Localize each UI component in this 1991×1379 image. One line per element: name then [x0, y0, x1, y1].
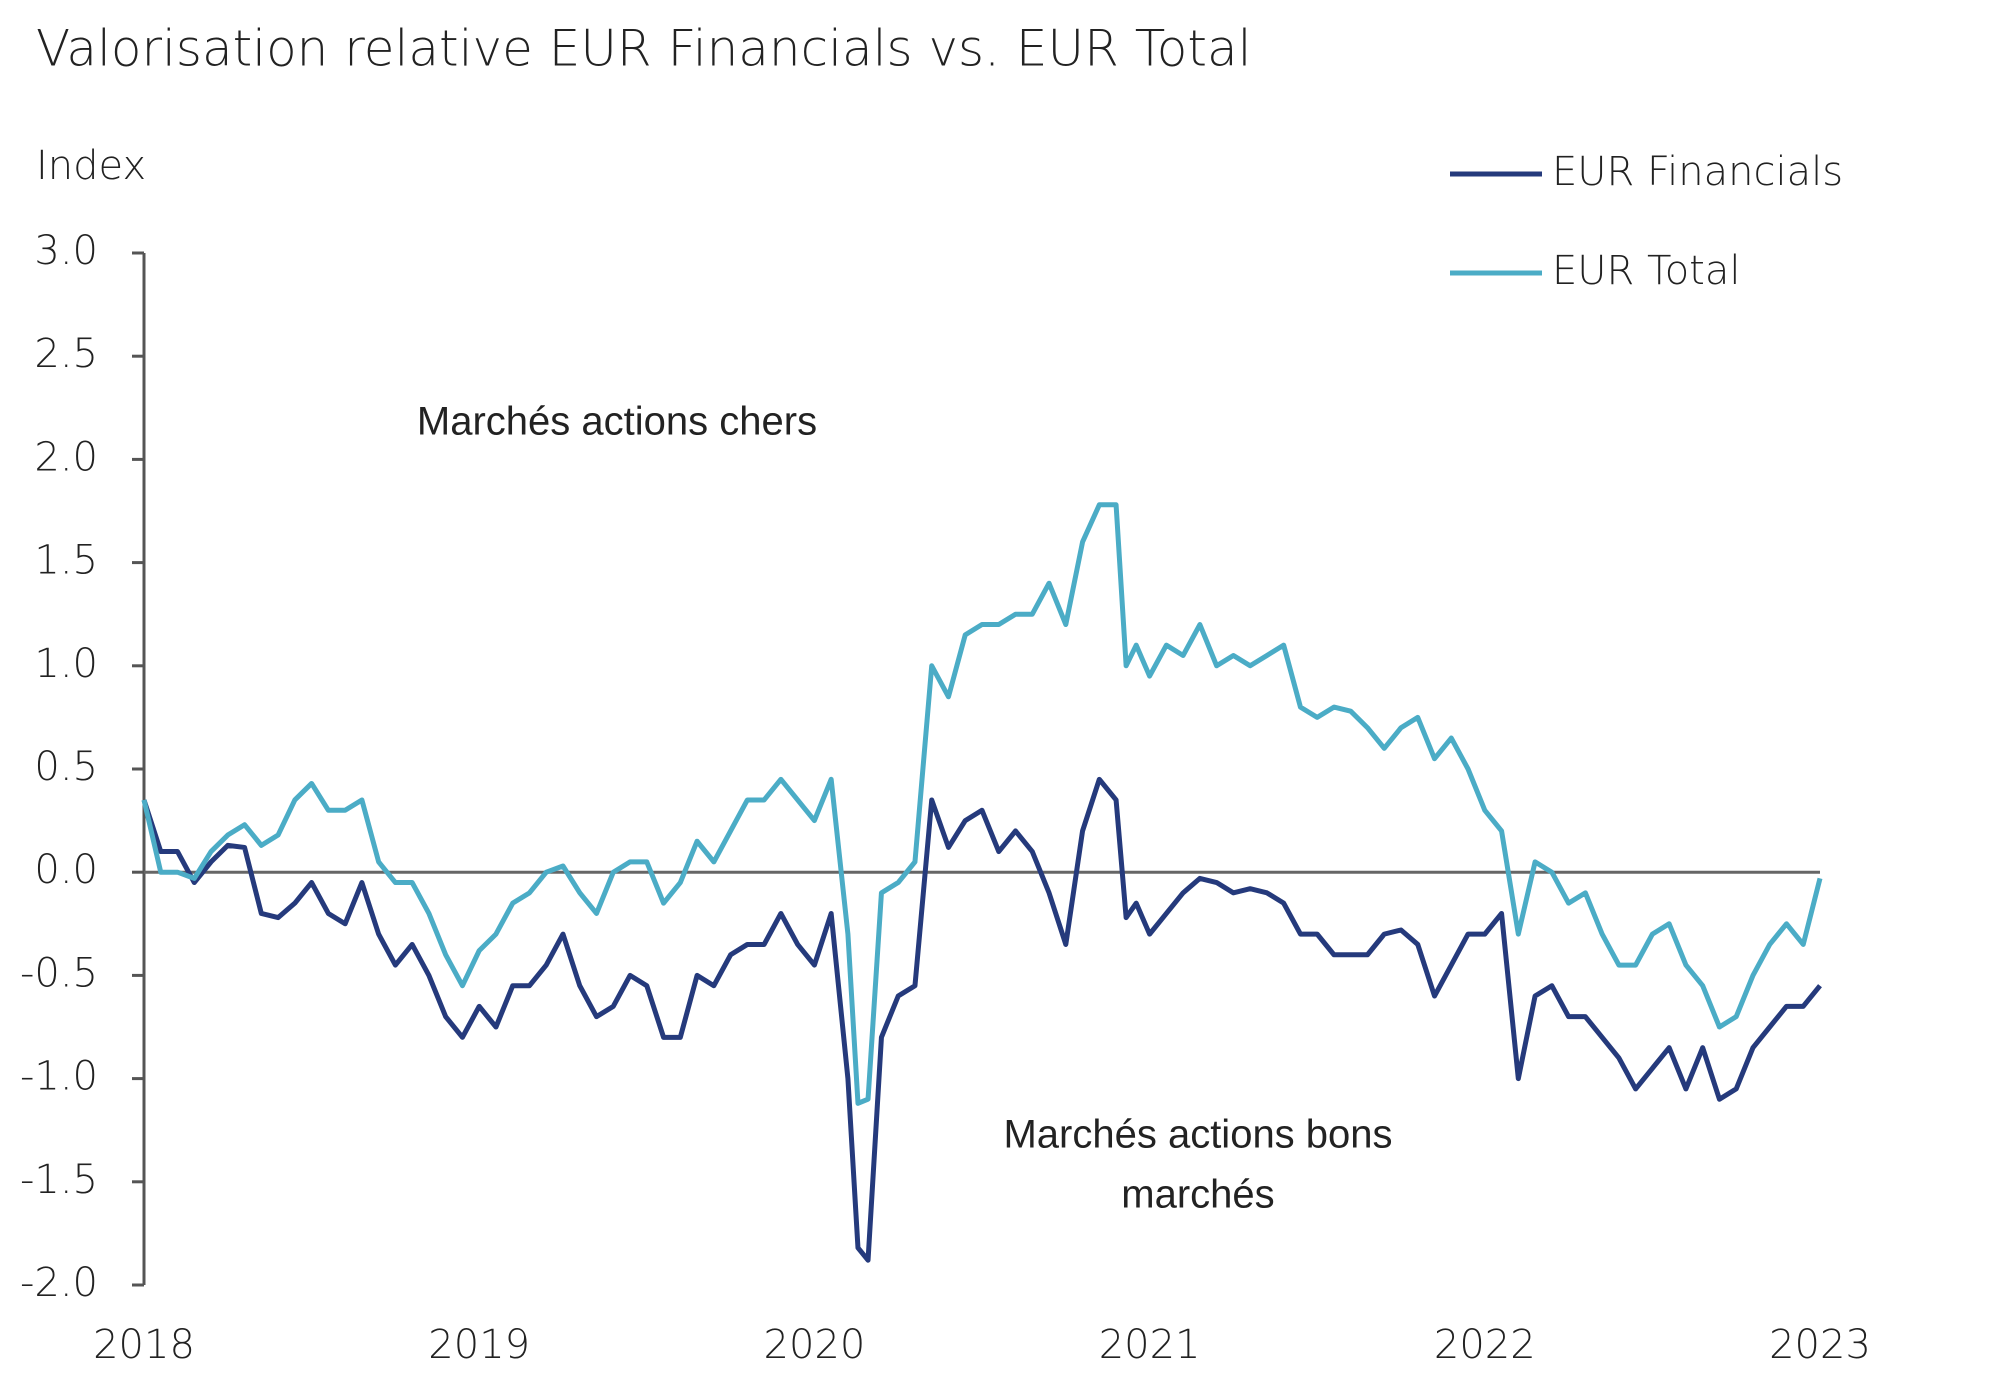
y-tick-label: -0.5 [20, 950, 98, 996]
y-axis-label: Index [36, 143, 146, 189]
annotation: Marchés actions bons [1003, 1113, 1392, 1157]
y-tick-label: 3.0 [34, 228, 98, 274]
y-tick-label: 0.5 [34, 744, 98, 790]
y-tick-label: 2.0 [34, 434, 98, 480]
y-tick-label: -2.0 [20, 1260, 98, 1306]
x-tick-label: 2020 [764, 1322, 866, 1368]
x-tick-label: 2021 [1099, 1322, 1201, 1368]
annotation: marchés [1121, 1173, 1274, 1217]
y-tick-label: 1.0 [34, 641, 98, 687]
legend-label: EUR Total [1552, 248, 1740, 294]
legend-label: EUR Financials [1552, 149, 1843, 195]
series-line [141, 502, 1823, 1106]
series-line [141, 776, 1822, 1263]
y-tick-label: -1.5 [20, 1157, 98, 1203]
chart-title: Valorisation relative EUR Financials vs.… [36, 20, 1251, 78]
x-tick-label: 2018 [93, 1322, 195, 1368]
x-tick-label: 2019 [428, 1322, 530, 1368]
y-tick-label: 0.0 [34, 847, 98, 893]
y-tick-label: 2.5 [34, 331, 98, 377]
y-tick-label: 1.5 [34, 538, 98, 584]
y-tick-label: -1.0 [20, 1054, 98, 1100]
x-tick-label: 2022 [1434, 1322, 1536, 1368]
x-tick-label: 2023 [1769, 1322, 1871, 1368]
annotation: Marchés actions chers [417, 400, 817, 444]
